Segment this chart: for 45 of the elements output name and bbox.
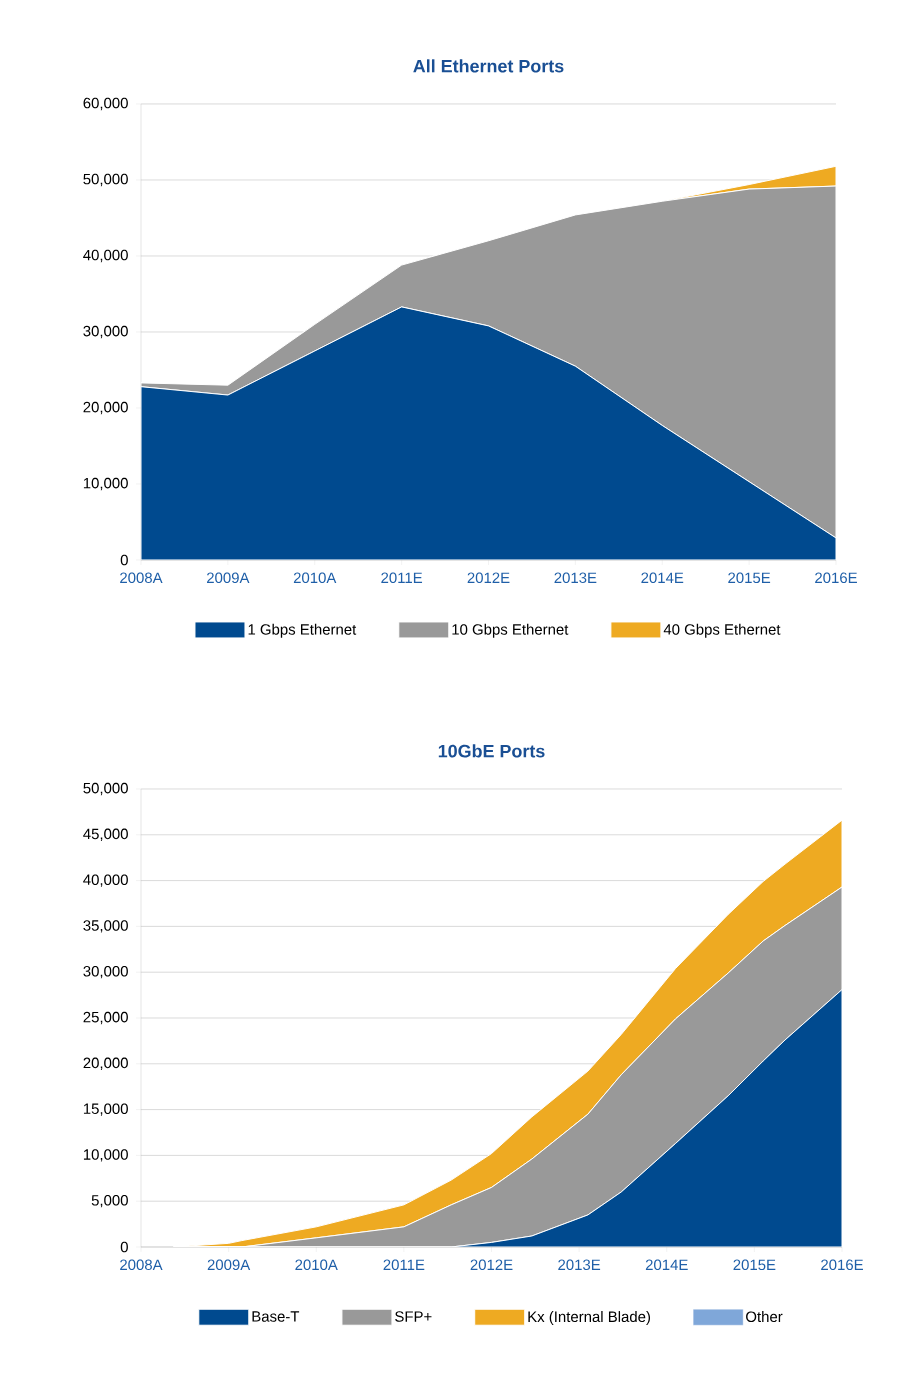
y-tick-label: 10,000 <box>83 477 128 491</box>
legend-label: Other <box>746 1311 783 1323</box>
x-tick-label: 2012E <box>470 1259 513 1271</box>
y-tick-label: 35,000 <box>83 920 128 933</box>
x-tick-label: 2015E <box>733 1259 776 1271</box>
legend-label: 1 Gbps Ethernet <box>248 623 357 638</box>
y-tick-label: 45,000 <box>83 828 128 841</box>
y-tick-label: 10,000 <box>83 1149 128 1162</box>
y-tick-label: 0 <box>120 1241 128 1253</box>
x-tick-label: 2014E <box>645 1259 688 1271</box>
x-tick-label: 2013E <box>554 572 597 584</box>
x-tick-label: 2016E <box>821 1259 863 1271</box>
y-tick-label: 15,000 <box>83 1103 128 1116</box>
chart-title: All Ethernet Ports <box>413 59 564 73</box>
y-tick-label: 30,000 <box>83 966 128 979</box>
y-tick-label: 20,000 <box>83 1057 128 1070</box>
y-tick-label: 40,000 <box>83 249 128 263</box>
y-tick-label: 50,000 <box>83 782 128 796</box>
y-tick-label: 40,000 <box>83 874 128 887</box>
legend-label: 40 Gbps Ethernet <box>663 623 781 638</box>
x-tick-label: 2013E <box>558 1259 601 1271</box>
x-tick-label: 2014E <box>641 572 684 584</box>
x-tick-label: 2010A <box>293 572 337 584</box>
y-tick-label: 25,000 <box>83 1011 128 1025</box>
x-tick-label: 2012E <box>467 572 510 584</box>
x-tick-label: 2011E <box>383 1259 425 1271</box>
x-tick-label: 2015E <box>728 572 771 584</box>
y-tick-label: 60,000 <box>83 97 128 111</box>
y-tick-label: 50,000 <box>83 173 128 187</box>
y-tick-label: 30,000 <box>83 325 128 339</box>
x-tick-label: 2009A <box>207 572 250 584</box>
legend-label: Base-T <box>252 1311 300 1322</box>
y-tick-label: 0 <box>120 554 128 566</box>
chart-title: 10GbE Ports <box>438 744 545 758</box>
y-tick-label: 20,000 <box>83 401 128 415</box>
x-tick-label: 2009A <box>207 1259 251 1271</box>
y-tick-label: 5,000 <box>91 1195 128 1208</box>
legend-label: 10 Gbps Ethernet <box>452 623 569 638</box>
x-tick-label: 2011E <box>381 572 423 584</box>
x-tick-label: 2008A <box>120 1259 163 1271</box>
legend-label: SFP+ <box>395 1311 432 1322</box>
x-tick-label: 2008A <box>120 572 163 584</box>
legend-label: Kx (Internal Blade) <box>528 1311 651 1325</box>
x-tick-label: 2010A <box>295 1259 338 1271</box>
x-tick-label: 2016E <box>815 572 857 584</box>
